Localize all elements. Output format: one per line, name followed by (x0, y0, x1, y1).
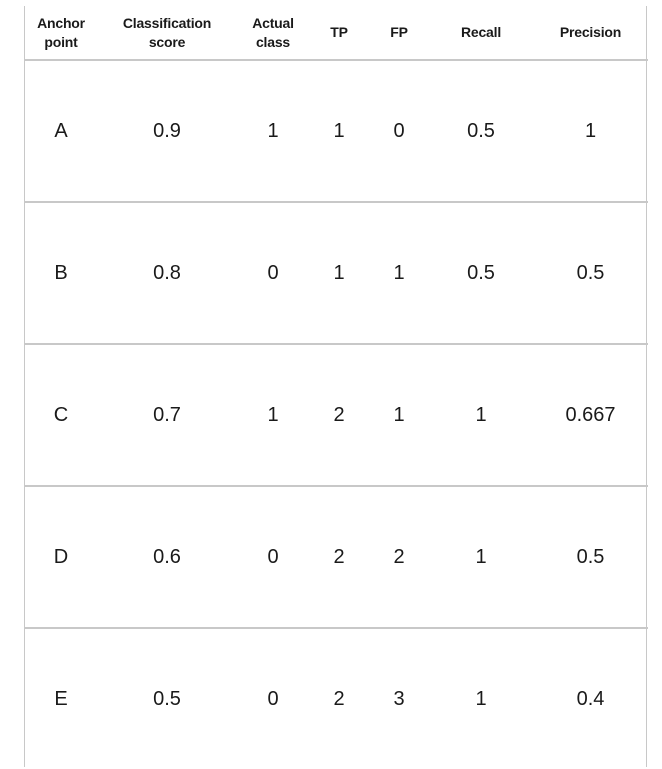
table-row: B 0.8 0 1 1 0.5 0.5 (25, 202, 648, 345)
cell-recall: 1 (429, 486, 533, 629)
table-row: C 0.7 1 2 1 1 0.667 (25, 344, 648, 487)
cell-classification-score: 0.6 (97, 486, 237, 629)
table-row: A 0.9 1 1 0 0.5 1 (25, 60, 648, 203)
header-fp: FP (369, 6, 429, 61)
cell-tp: 2 (333, 687, 345, 710)
cell-anchor-point: E (54, 687, 68, 710)
cell-classification-score: 0.7 (97, 344, 237, 487)
cell-anchor-point: C (25, 344, 97, 487)
header-anchor-point: Anchor point (25, 6, 97, 61)
cell-actual-class: 0 (237, 486, 309, 629)
cell-classification-score: 0.8 (97, 202, 237, 345)
cell-recall: 1 (429, 344, 533, 487)
cell-tp: 1 (309, 60, 369, 203)
cell-fp: 3 (393, 687, 405, 710)
cell-precision: 0.5 (533, 202, 648, 345)
cell-tp: 2 (309, 344, 369, 487)
cell-anchor-point: D (25, 486, 97, 629)
table-row: E 0.5 0 2 3 1 0.4 (25, 628, 648, 769)
cell-classification-score: 0.9 (97, 60, 237, 203)
cell-fp: 2 (369, 486, 429, 629)
cell-anchor-point: B (25, 202, 97, 345)
header-classification-score: Classification score (97, 6, 237, 61)
header-actual-class: Actual class (237, 6, 309, 61)
cell-recall: 0.5 (429, 60, 533, 203)
cell-actual-class: 1 (237, 344, 309, 487)
cell-precision: 0.5 (533, 486, 648, 629)
cell-precision: 0.667 (533, 344, 648, 487)
table-row: D 0.6 0 2 2 1 0.5 (25, 486, 648, 629)
cell-anchor-point: A (25, 60, 97, 203)
header-row: Anchor point Classification score Actual cl… (25, 6, 648, 61)
cell-precision: 1 (533, 60, 648, 203)
cell-actual-class: 1 (237, 60, 309, 203)
cell-precision: 0.4 (576, 687, 605, 710)
precision-recall-table-container: Anchor point Classification score Actual cl… (24, 6, 648, 769)
header-tp: TP (309, 6, 369, 61)
header-precision: Precision (533, 6, 648, 61)
cell-recall: 0.5 (429, 202, 533, 345)
cell-tp: 1 (309, 202, 369, 345)
cell-fp: 0 (369, 60, 429, 203)
header-recall: Recall (429, 6, 533, 61)
cell-fp: 1 (369, 202, 429, 345)
cell-recall: 1 (475, 687, 487, 710)
cell-tp: 2 (309, 486, 369, 629)
cell-actual-class: 0 (237, 202, 309, 345)
precision-recall-table: Anchor point Classification score Actual cl… (25, 6, 648, 769)
cell-fp: 1 (369, 344, 429, 487)
cell-actual-class: 0 (267, 687, 279, 710)
cell-classification-score: 0.5 (153, 687, 181, 710)
